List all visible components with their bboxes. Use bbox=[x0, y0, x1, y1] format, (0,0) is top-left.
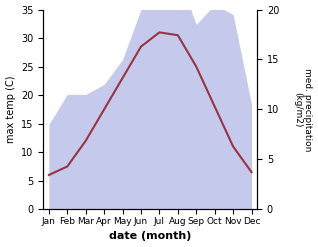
Y-axis label: max temp (C): max temp (C) bbox=[5, 76, 16, 143]
Y-axis label: med. precipitation
(kg/m2): med. precipitation (kg/m2) bbox=[293, 68, 313, 151]
X-axis label: date (month): date (month) bbox=[109, 231, 191, 242]
